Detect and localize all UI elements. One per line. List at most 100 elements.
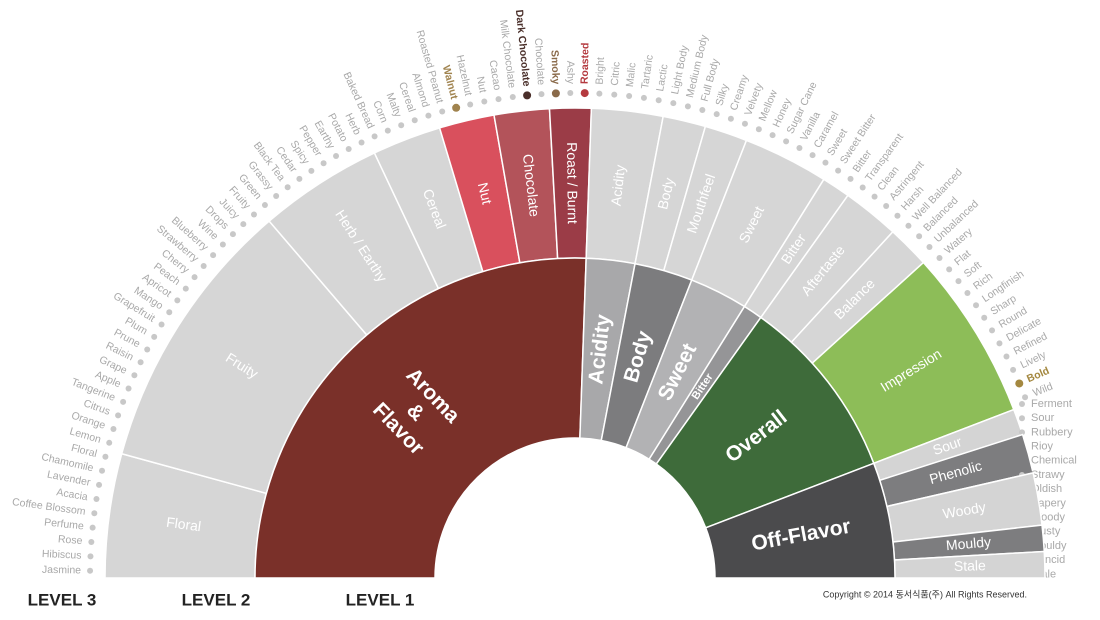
term-dot <box>964 290 971 297</box>
term-dot <box>115 412 122 419</box>
term-dot <box>273 193 280 200</box>
level-label: LEVEL 3 <box>28 590 97 609</box>
term-label: Rose <box>57 533 82 547</box>
term-dot <box>783 138 790 145</box>
term-dot <box>495 96 502 103</box>
term-dot <box>125 385 132 392</box>
term-label: Smoky <box>548 50 561 85</box>
level2-label: Chocolate <box>520 153 543 218</box>
term-dot <box>120 398 127 405</box>
term-dot <box>182 285 189 292</box>
term-label: Nut <box>474 75 489 93</box>
term-dot <box>973 302 980 309</box>
term-dot <box>174 297 181 304</box>
term-dot <box>110 426 117 433</box>
term-dot <box>425 112 432 119</box>
term-dot <box>551 89 560 98</box>
term-label: Rubbery <box>1031 426 1073 438</box>
term-label: Chemical <box>1031 455 1077 467</box>
term-dot <box>1003 353 1010 360</box>
term-label: Roasted <box>579 43 592 85</box>
term-dot <box>333 152 340 159</box>
term-dot <box>219 241 226 248</box>
term-label: Lactic <box>654 63 671 92</box>
term-dot <box>99 467 106 474</box>
term-dot <box>640 94 647 101</box>
term-dot <box>713 111 720 118</box>
term-dot <box>284 184 291 191</box>
term-dot <box>296 175 303 182</box>
term-dot <box>137 359 144 366</box>
term-dot <box>398 122 405 129</box>
term-dot <box>989 327 996 334</box>
term-dot <box>847 175 854 182</box>
term-dot <box>91 510 98 517</box>
term-dot <box>308 167 315 174</box>
term-dot <box>670 100 677 107</box>
term-dot <box>596 90 603 97</box>
term-dot <box>250 211 257 218</box>
copyright: Copyright © 2014 동서식품(주) All Rights Rese… <box>823 589 1027 599</box>
level-label: LEVEL 1 <box>346 590 415 609</box>
term-dot <box>755 126 762 133</box>
level2-label: Mouldy <box>945 533 991 553</box>
term-dot <box>567 90 574 97</box>
term-dot <box>320 160 327 167</box>
term-dot <box>261 202 268 209</box>
term-dot <box>769 132 776 139</box>
term-label: Citric <box>609 61 623 86</box>
term-dot <box>87 553 94 560</box>
level2-label: Acidity <box>608 164 629 207</box>
term-dot <box>699 107 706 114</box>
level2-label: Stale <box>954 557 987 574</box>
term-dot <box>936 255 943 262</box>
term-dot <box>452 103 461 112</box>
level2-label: Nut <box>475 181 496 206</box>
term-dot <box>871 193 878 200</box>
term-dot <box>916 233 923 240</box>
term-dot <box>727 115 734 122</box>
level1-segment <box>254 257 587 579</box>
term-dot <box>358 139 365 146</box>
term-dot <box>996 340 1003 347</box>
term-dot <box>741 120 748 127</box>
level1-segment <box>704 462 896 579</box>
term-label: Acacia <box>56 486 89 503</box>
term-dot <box>131 372 138 379</box>
term-dot <box>89 524 96 531</box>
term-dot <box>611 91 618 98</box>
term-dot <box>439 108 446 115</box>
term-dot <box>1022 394 1029 401</box>
term-dot <box>955 278 962 285</box>
term-dot <box>144 346 151 353</box>
term-dot <box>345 146 352 153</box>
term-dot <box>538 91 545 98</box>
term-dot <box>467 101 474 108</box>
term-dot <box>93 496 100 503</box>
term-dot <box>1019 401 1025 407</box>
term-dot <box>626 93 633 100</box>
term-dot <box>106 439 113 446</box>
term-dot <box>835 167 842 174</box>
term-dot <box>210 252 217 259</box>
term-dot <box>411 117 418 124</box>
term-dot <box>580 89 589 98</box>
term-dot <box>1015 379 1024 388</box>
term-label: Strawy <box>1031 469 1065 481</box>
term-label: Tartaric <box>639 54 656 90</box>
term-label: Wild <box>1031 380 1055 399</box>
term-dot <box>191 274 198 281</box>
level2-label: Body <box>654 176 677 211</box>
term-dot <box>240 221 247 228</box>
term-dot <box>1010 366 1017 373</box>
term-dot <box>946 266 953 273</box>
level2-label: Floral <box>165 514 202 535</box>
level2-label: Woody <box>941 499 986 522</box>
term-dot <box>151 333 158 340</box>
term-label: Cacao <box>487 59 504 91</box>
term-label: Malic <box>624 62 639 88</box>
term-dot <box>96 481 103 488</box>
term-label: Sour <box>1031 412 1055 424</box>
term-dot <box>200 263 207 270</box>
